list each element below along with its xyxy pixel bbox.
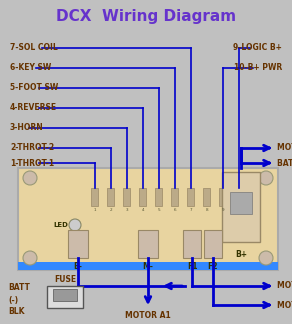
Bar: [230, 192, 252, 214]
Text: B+: B+: [235, 250, 247, 259]
Text: BATT: BATT: [8, 284, 30, 293]
Bar: [18, 262, 278, 270]
Bar: [107, 188, 114, 206]
Bar: [204, 230, 222, 258]
Text: LED: LED: [53, 222, 68, 228]
Text: 10: 10: [237, 208, 241, 212]
Bar: [123, 188, 130, 206]
Text: B-: B-: [74, 262, 82, 271]
Text: 8: 8: [206, 208, 208, 212]
Bar: [91, 188, 98, 206]
Text: 4: 4: [142, 208, 144, 212]
Bar: [171, 188, 178, 206]
Text: 1-THROT-1: 1-THROT-1: [10, 158, 54, 168]
Text: DCX  Wiring Diagram: DCX Wiring Diagram: [56, 8, 236, 24]
Circle shape: [69, 219, 81, 231]
Circle shape: [23, 171, 37, 185]
Text: 7-SOL COIL: 7-SOL COIL: [10, 43, 58, 52]
Text: 6: 6: [174, 208, 176, 212]
Text: 6-KEY SW: 6-KEY SW: [10, 64, 51, 73]
Bar: [68, 230, 88, 258]
Bar: [138, 230, 158, 258]
Text: (-): (-): [8, 295, 18, 305]
Text: 2: 2: [110, 208, 112, 212]
Text: F1: F1: [187, 262, 197, 271]
Text: FUSE: FUSE: [54, 275, 76, 284]
Bar: [139, 188, 146, 206]
Text: MOTOR S2: MOTOR S2: [277, 282, 292, 291]
Bar: [235, 188, 242, 206]
Bar: [53, 289, 77, 301]
Text: 4-REVERSE: 4-REVERSE: [10, 103, 57, 112]
Bar: [183, 230, 201, 258]
Bar: [187, 188, 194, 206]
Text: M-: M-: [142, 262, 153, 271]
Text: 5-FOOT SW: 5-FOOT SW: [10, 84, 58, 92]
Bar: [47, 286, 83, 308]
Text: MOTOR S1: MOTOR S1: [277, 300, 292, 309]
Bar: [203, 188, 210, 206]
Text: BATTERY +: BATTERY +: [277, 158, 292, 168]
Text: 3: 3: [126, 208, 128, 212]
Circle shape: [259, 171, 273, 185]
Bar: [155, 188, 162, 206]
Text: 1: 1: [94, 208, 96, 212]
Text: 2-THROT-2: 2-THROT-2: [10, 144, 54, 153]
Bar: [219, 188, 226, 206]
Text: 5: 5: [158, 208, 160, 212]
Bar: [222, 172, 260, 242]
Text: 7: 7: [190, 208, 192, 212]
Bar: [18, 168, 278, 270]
Text: 10-B+ PWR: 10-B+ PWR: [234, 64, 282, 73]
Circle shape: [259, 251, 273, 265]
Text: F2: F2: [208, 262, 218, 271]
Text: BLK: BLK: [8, 307, 25, 317]
Text: 9: 9: [222, 208, 224, 212]
Circle shape: [23, 251, 37, 265]
Text: MOTOR A1: MOTOR A1: [125, 310, 171, 319]
Text: 9-LOGIC B+: 9-LOGIC B+: [233, 43, 282, 52]
Text: MOTOR A2: MOTOR A2: [277, 144, 292, 153]
Text: 3-HORN: 3-HORN: [10, 123, 44, 133]
